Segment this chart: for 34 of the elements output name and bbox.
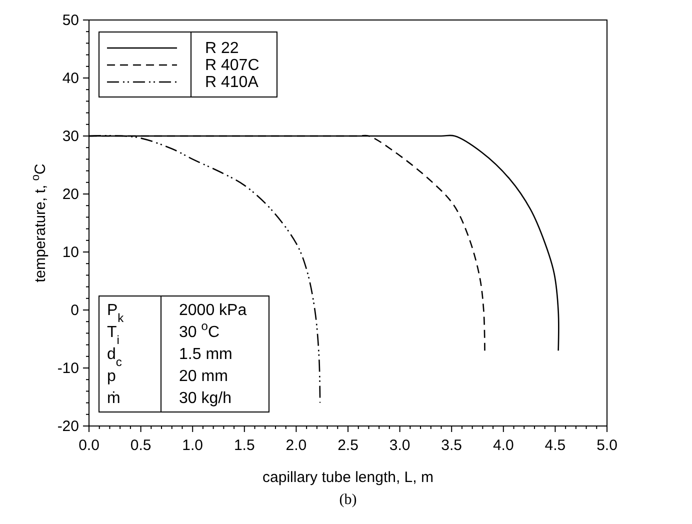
- y-tick-label: 0: [70, 302, 79, 319]
- annotation: p: [107, 368, 116, 385]
- y-tick-label: 30: [62, 128, 79, 145]
- x-tick-label: 1.0: [182, 437, 204, 454]
- annotation: 30 kg/h: [179, 390, 232, 407]
- annotation: T$_{i}$: [107, 324, 120, 347]
- annotation: ṁ: [107, 390, 120, 407]
- y-tick-label: 20: [62, 186, 79, 203]
- x-tick-label: 2.0: [286, 437, 307, 454]
- annotation: d$_{c}$: [107, 346, 122, 369]
- y-tick-label: 10: [62, 244, 79, 261]
- x-tick-label: 0.0: [78, 437, 100, 454]
- y-tick-label: -20: [57, 418, 79, 435]
- legend-label: R 410A: [205, 74, 259, 91]
- annotation: 2000 kPa: [179, 302, 247, 319]
- x-tick-label: 5.0: [596, 437, 618, 454]
- annotation: 1.5 mm: [179, 346, 232, 363]
- x-tick-label: 2.5: [338, 437, 358, 454]
- legend-label: R 22: [205, 40, 239, 57]
- y-tick-label: 50: [62, 12, 79, 29]
- x-tick-label: 0.5: [130, 437, 152, 454]
- annotation: 30 $^{o}$C: [179, 319, 220, 341]
- x-axis-title: capillary tube length, L, m: [262, 469, 434, 486]
- y-tick-label: 40: [62, 70, 79, 87]
- y-tick-label: -10: [57, 360, 79, 377]
- annotation: P$_{k}$: [107, 302, 125, 325]
- x-tick-label: 4.0: [492, 437, 514, 454]
- x-tick-label: 1.5: [234, 437, 255, 454]
- legend-label: R 407C: [205, 57, 260, 74]
- annotation: 20 mm: [179, 368, 228, 385]
- text: (b): [339, 492, 357, 508]
- x-tick-label: 3.5: [441, 437, 462, 454]
- x-tick-label: 4.5: [544, 437, 566, 454]
- x-tick-label: 3.0: [389, 437, 410, 454]
